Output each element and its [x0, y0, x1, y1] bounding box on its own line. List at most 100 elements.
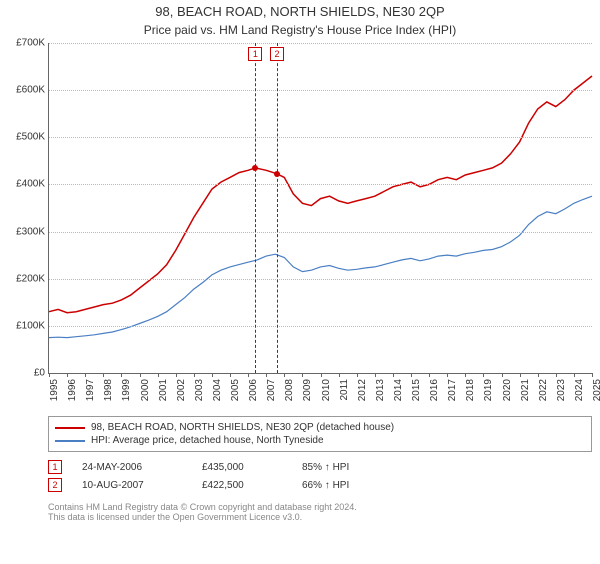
x-tick: [375, 373, 376, 377]
event-marker-icon: 2: [270, 47, 284, 61]
x-tick-label: 2010: [321, 379, 332, 401]
x-tick-label: 2006: [248, 379, 259, 401]
x-tick: [302, 373, 303, 377]
x-tick: [140, 373, 141, 377]
x-tick-label: 2016: [429, 379, 440, 401]
events-table: 1 24-MAY-2006 £435,000 85% ↑ HPI 2 10-AU…: [48, 458, 592, 494]
series-hpi: [49, 196, 592, 337]
plot-area: £0£100K£200K£300K£400K£500K£600K£700K199…: [48, 43, 592, 374]
legend-item: 98, BEACH ROAD, NORTH SHIELDS, NE30 2QP …: [55, 421, 585, 434]
x-tick-label: 1995: [49, 379, 60, 401]
x-tick: [520, 373, 521, 377]
x-tick: [212, 373, 213, 377]
event-line: [255, 43, 256, 373]
x-tick: [230, 373, 231, 377]
x-tick-label: 2025: [592, 379, 600, 401]
event-row: 2 10-AUG-2007 £422,500 66% ↑ HPI: [48, 476, 592, 494]
x-tick-label: 1996: [67, 379, 78, 401]
x-tick-label: 2005: [230, 379, 241, 401]
x-tick: [49, 373, 50, 377]
x-tick: [121, 373, 122, 377]
y-tick-label: £500K: [1, 132, 45, 143]
x-tick-label: 2020: [502, 379, 513, 401]
x-tick-label: 2011: [339, 379, 350, 401]
event-price: £435,000: [202, 462, 282, 473]
x-tick-label: 1997: [85, 379, 96, 401]
x-tick-label: 2012: [357, 379, 368, 401]
event-comparison: 85% ↑ HPI: [302, 462, 422, 473]
x-tick-label: 2022: [538, 379, 549, 401]
x-tick-label: 2008: [284, 379, 295, 401]
y-tick-label: £700K: [1, 38, 45, 49]
x-tick: [502, 373, 503, 377]
x-tick-label: 2004: [212, 379, 223, 401]
gridline: [49, 279, 592, 280]
x-tick-label: 2007: [266, 379, 277, 401]
x-tick: [574, 373, 575, 377]
legend-label: HPI: Average price, detached house, Nort…: [91, 435, 324, 446]
footer-line: Contains HM Land Registry data © Crown c…: [48, 502, 592, 512]
footer: Contains HM Land Registry data © Crown c…: [48, 502, 592, 522]
x-tick-label: 2013: [375, 379, 386, 401]
x-tick-label: 2001: [158, 379, 169, 401]
x-tick: [103, 373, 104, 377]
x-tick: [266, 373, 267, 377]
y-tick-label: £300K: [1, 226, 45, 237]
x-tick: [429, 373, 430, 377]
x-tick: [447, 373, 448, 377]
y-tick-label: £100K: [1, 320, 45, 331]
x-tick: [176, 373, 177, 377]
series-property: [49, 76, 592, 313]
x-tick-label: 2015: [411, 379, 422, 401]
event-marker-icon: 1: [48, 460, 62, 474]
legend: 98, BEACH ROAD, NORTH SHIELDS, NE30 2QP …: [48, 416, 592, 452]
x-tick: [483, 373, 484, 377]
gridline: [49, 43, 592, 44]
x-tick: [411, 373, 412, 377]
event-price: £422,500: [202, 480, 282, 491]
x-tick-label: 2002: [176, 379, 187, 401]
x-tick: [85, 373, 86, 377]
event-row: 1 24-MAY-2006 £435,000 85% ↑ HPI: [48, 458, 592, 476]
event-date: 24-MAY-2006: [82, 462, 182, 473]
x-tick: [592, 373, 593, 377]
x-tick: [393, 373, 394, 377]
x-tick-label: 2019: [483, 379, 494, 401]
x-tick: [357, 373, 358, 377]
x-tick: [67, 373, 68, 377]
x-tick-label: 2024: [574, 379, 585, 401]
x-tick: [556, 373, 557, 377]
legend-swatch: [55, 427, 85, 429]
legend-label: 98, BEACH ROAD, NORTH SHIELDS, NE30 2QP …: [91, 422, 394, 433]
x-tick-label: 2018: [465, 379, 476, 401]
event-comparison: 66% ↑ HPI: [302, 480, 422, 491]
x-tick: [465, 373, 466, 377]
x-tick-label: 2000: [140, 379, 151, 401]
gridline: [49, 326, 592, 327]
event-dot: [252, 165, 258, 171]
x-tick: [339, 373, 340, 377]
gridline: [49, 184, 592, 185]
chart-title: 98, BEACH ROAD, NORTH SHIELDS, NE30 2QP: [0, 4, 600, 19]
x-tick-label: 2014: [393, 379, 404, 401]
x-tick: [321, 373, 322, 377]
footer-line: This data is licensed under the Open Gov…: [48, 512, 592, 522]
legend-item: HPI: Average price, detached house, Nort…: [55, 434, 585, 447]
x-tick: [284, 373, 285, 377]
x-tick-label: 2021: [520, 379, 531, 401]
event-marker-icon: 2: [48, 478, 62, 492]
line-layer: [49, 43, 592, 373]
x-tick: [538, 373, 539, 377]
x-tick-label: 2003: [194, 379, 205, 401]
x-tick-label: 1998: [103, 379, 114, 401]
x-tick-label: 2023: [556, 379, 567, 401]
event-dot: [274, 171, 280, 177]
event-marker-icon: 1: [248, 47, 262, 61]
event-date: 10-AUG-2007: [82, 480, 182, 491]
x-tick-label: 1999: [121, 379, 132, 401]
y-tick-label: £200K: [1, 273, 45, 284]
x-tick-label: 2009: [302, 379, 313, 401]
y-tick-label: £0: [1, 368, 45, 379]
y-tick-label: £400K: [1, 179, 45, 190]
chart-container: 98, BEACH ROAD, NORTH SHIELDS, NE30 2QP …: [0, 4, 600, 564]
